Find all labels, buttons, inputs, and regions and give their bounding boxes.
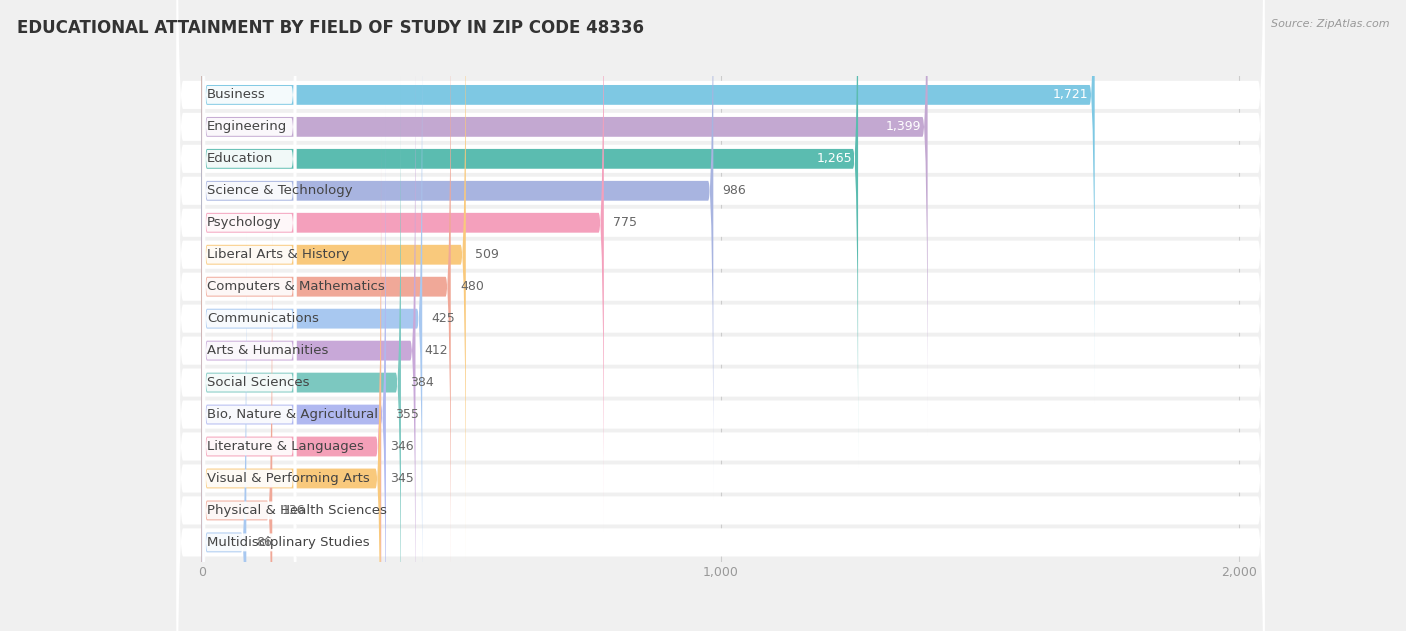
FancyBboxPatch shape <box>202 0 297 437</box>
FancyBboxPatch shape <box>177 0 1264 624</box>
Text: Computers & Mathematics: Computers & Mathematics <box>207 280 385 293</box>
FancyBboxPatch shape <box>201 0 713 500</box>
Text: 346: 346 <box>391 440 415 453</box>
Text: Science & Technology: Science & Technology <box>207 184 353 198</box>
FancyBboxPatch shape <box>177 0 1264 560</box>
Text: 480: 480 <box>460 280 484 293</box>
FancyBboxPatch shape <box>201 73 401 631</box>
FancyBboxPatch shape <box>202 104 297 631</box>
Text: 355: 355 <box>395 408 419 421</box>
FancyBboxPatch shape <box>202 0 297 406</box>
FancyBboxPatch shape <box>202 232 297 631</box>
Text: EDUCATIONAL ATTAINMENT BY FIELD OF STUDY IN ZIP CODE 48336: EDUCATIONAL ATTAINMENT BY FIELD OF STUDY… <box>17 19 644 37</box>
FancyBboxPatch shape <box>202 0 297 469</box>
Text: Literature & Languages: Literature & Languages <box>207 440 364 453</box>
Text: 1,265: 1,265 <box>817 152 852 165</box>
FancyBboxPatch shape <box>177 45 1264 631</box>
FancyBboxPatch shape <box>177 0 1264 593</box>
Text: 412: 412 <box>425 344 449 357</box>
FancyBboxPatch shape <box>202 72 297 629</box>
Text: Bio, Nature & Agricultural: Bio, Nature & Agricultural <box>207 408 378 421</box>
FancyBboxPatch shape <box>201 168 381 631</box>
FancyBboxPatch shape <box>201 0 465 565</box>
FancyBboxPatch shape <box>177 0 1264 528</box>
FancyBboxPatch shape <box>202 200 297 631</box>
Text: 1,721: 1,721 <box>1053 88 1088 102</box>
Text: Social Sciences: Social Sciences <box>207 376 309 389</box>
Text: 509: 509 <box>475 248 499 261</box>
Text: 775: 775 <box>613 216 637 229</box>
Text: Physical & Health Sciences: Physical & Health Sciences <box>207 504 387 517</box>
FancyBboxPatch shape <box>177 0 1264 631</box>
FancyBboxPatch shape <box>177 0 1264 497</box>
Text: Arts & Humanities: Arts & Humanities <box>207 344 328 357</box>
FancyBboxPatch shape <box>202 0 297 374</box>
FancyBboxPatch shape <box>202 168 297 631</box>
FancyBboxPatch shape <box>177 77 1264 631</box>
Text: 136: 136 <box>281 504 305 517</box>
FancyBboxPatch shape <box>201 105 385 631</box>
FancyBboxPatch shape <box>177 13 1264 631</box>
FancyBboxPatch shape <box>201 0 451 596</box>
Text: Liberal Arts & History: Liberal Arts & History <box>207 248 349 261</box>
Text: Education: Education <box>207 152 273 165</box>
Text: Source: ZipAtlas.com: Source: ZipAtlas.com <box>1271 19 1389 29</box>
FancyBboxPatch shape <box>177 0 1264 464</box>
Text: Engineering: Engineering <box>207 121 287 133</box>
FancyBboxPatch shape <box>201 233 246 631</box>
Text: 345: 345 <box>389 472 413 485</box>
Text: 986: 986 <box>723 184 747 198</box>
FancyBboxPatch shape <box>201 9 422 628</box>
Text: Psychology: Psychology <box>207 216 281 229</box>
FancyBboxPatch shape <box>177 109 1264 631</box>
FancyBboxPatch shape <box>177 173 1264 631</box>
FancyBboxPatch shape <box>202 0 297 533</box>
FancyBboxPatch shape <box>177 141 1264 631</box>
Text: Visual & Performing Arts: Visual & Performing Arts <box>207 472 370 485</box>
Text: 425: 425 <box>432 312 456 325</box>
FancyBboxPatch shape <box>201 137 381 631</box>
FancyBboxPatch shape <box>201 41 416 631</box>
FancyBboxPatch shape <box>202 8 297 565</box>
Text: 1,399: 1,399 <box>886 121 921 133</box>
FancyBboxPatch shape <box>177 0 1264 631</box>
FancyBboxPatch shape <box>202 0 297 502</box>
FancyBboxPatch shape <box>201 0 858 469</box>
Text: 86: 86 <box>256 536 271 549</box>
FancyBboxPatch shape <box>177 0 1264 631</box>
FancyBboxPatch shape <box>201 0 928 437</box>
FancyBboxPatch shape <box>201 201 273 631</box>
Text: Communications: Communications <box>207 312 319 325</box>
Text: Business: Business <box>207 88 266 102</box>
FancyBboxPatch shape <box>202 136 297 631</box>
FancyBboxPatch shape <box>202 40 297 598</box>
FancyBboxPatch shape <box>201 0 603 533</box>
FancyBboxPatch shape <box>201 0 1095 404</box>
Text: 384: 384 <box>411 376 434 389</box>
Text: Multidisciplinary Studies: Multidisciplinary Studies <box>207 536 370 549</box>
FancyBboxPatch shape <box>202 264 297 631</box>
